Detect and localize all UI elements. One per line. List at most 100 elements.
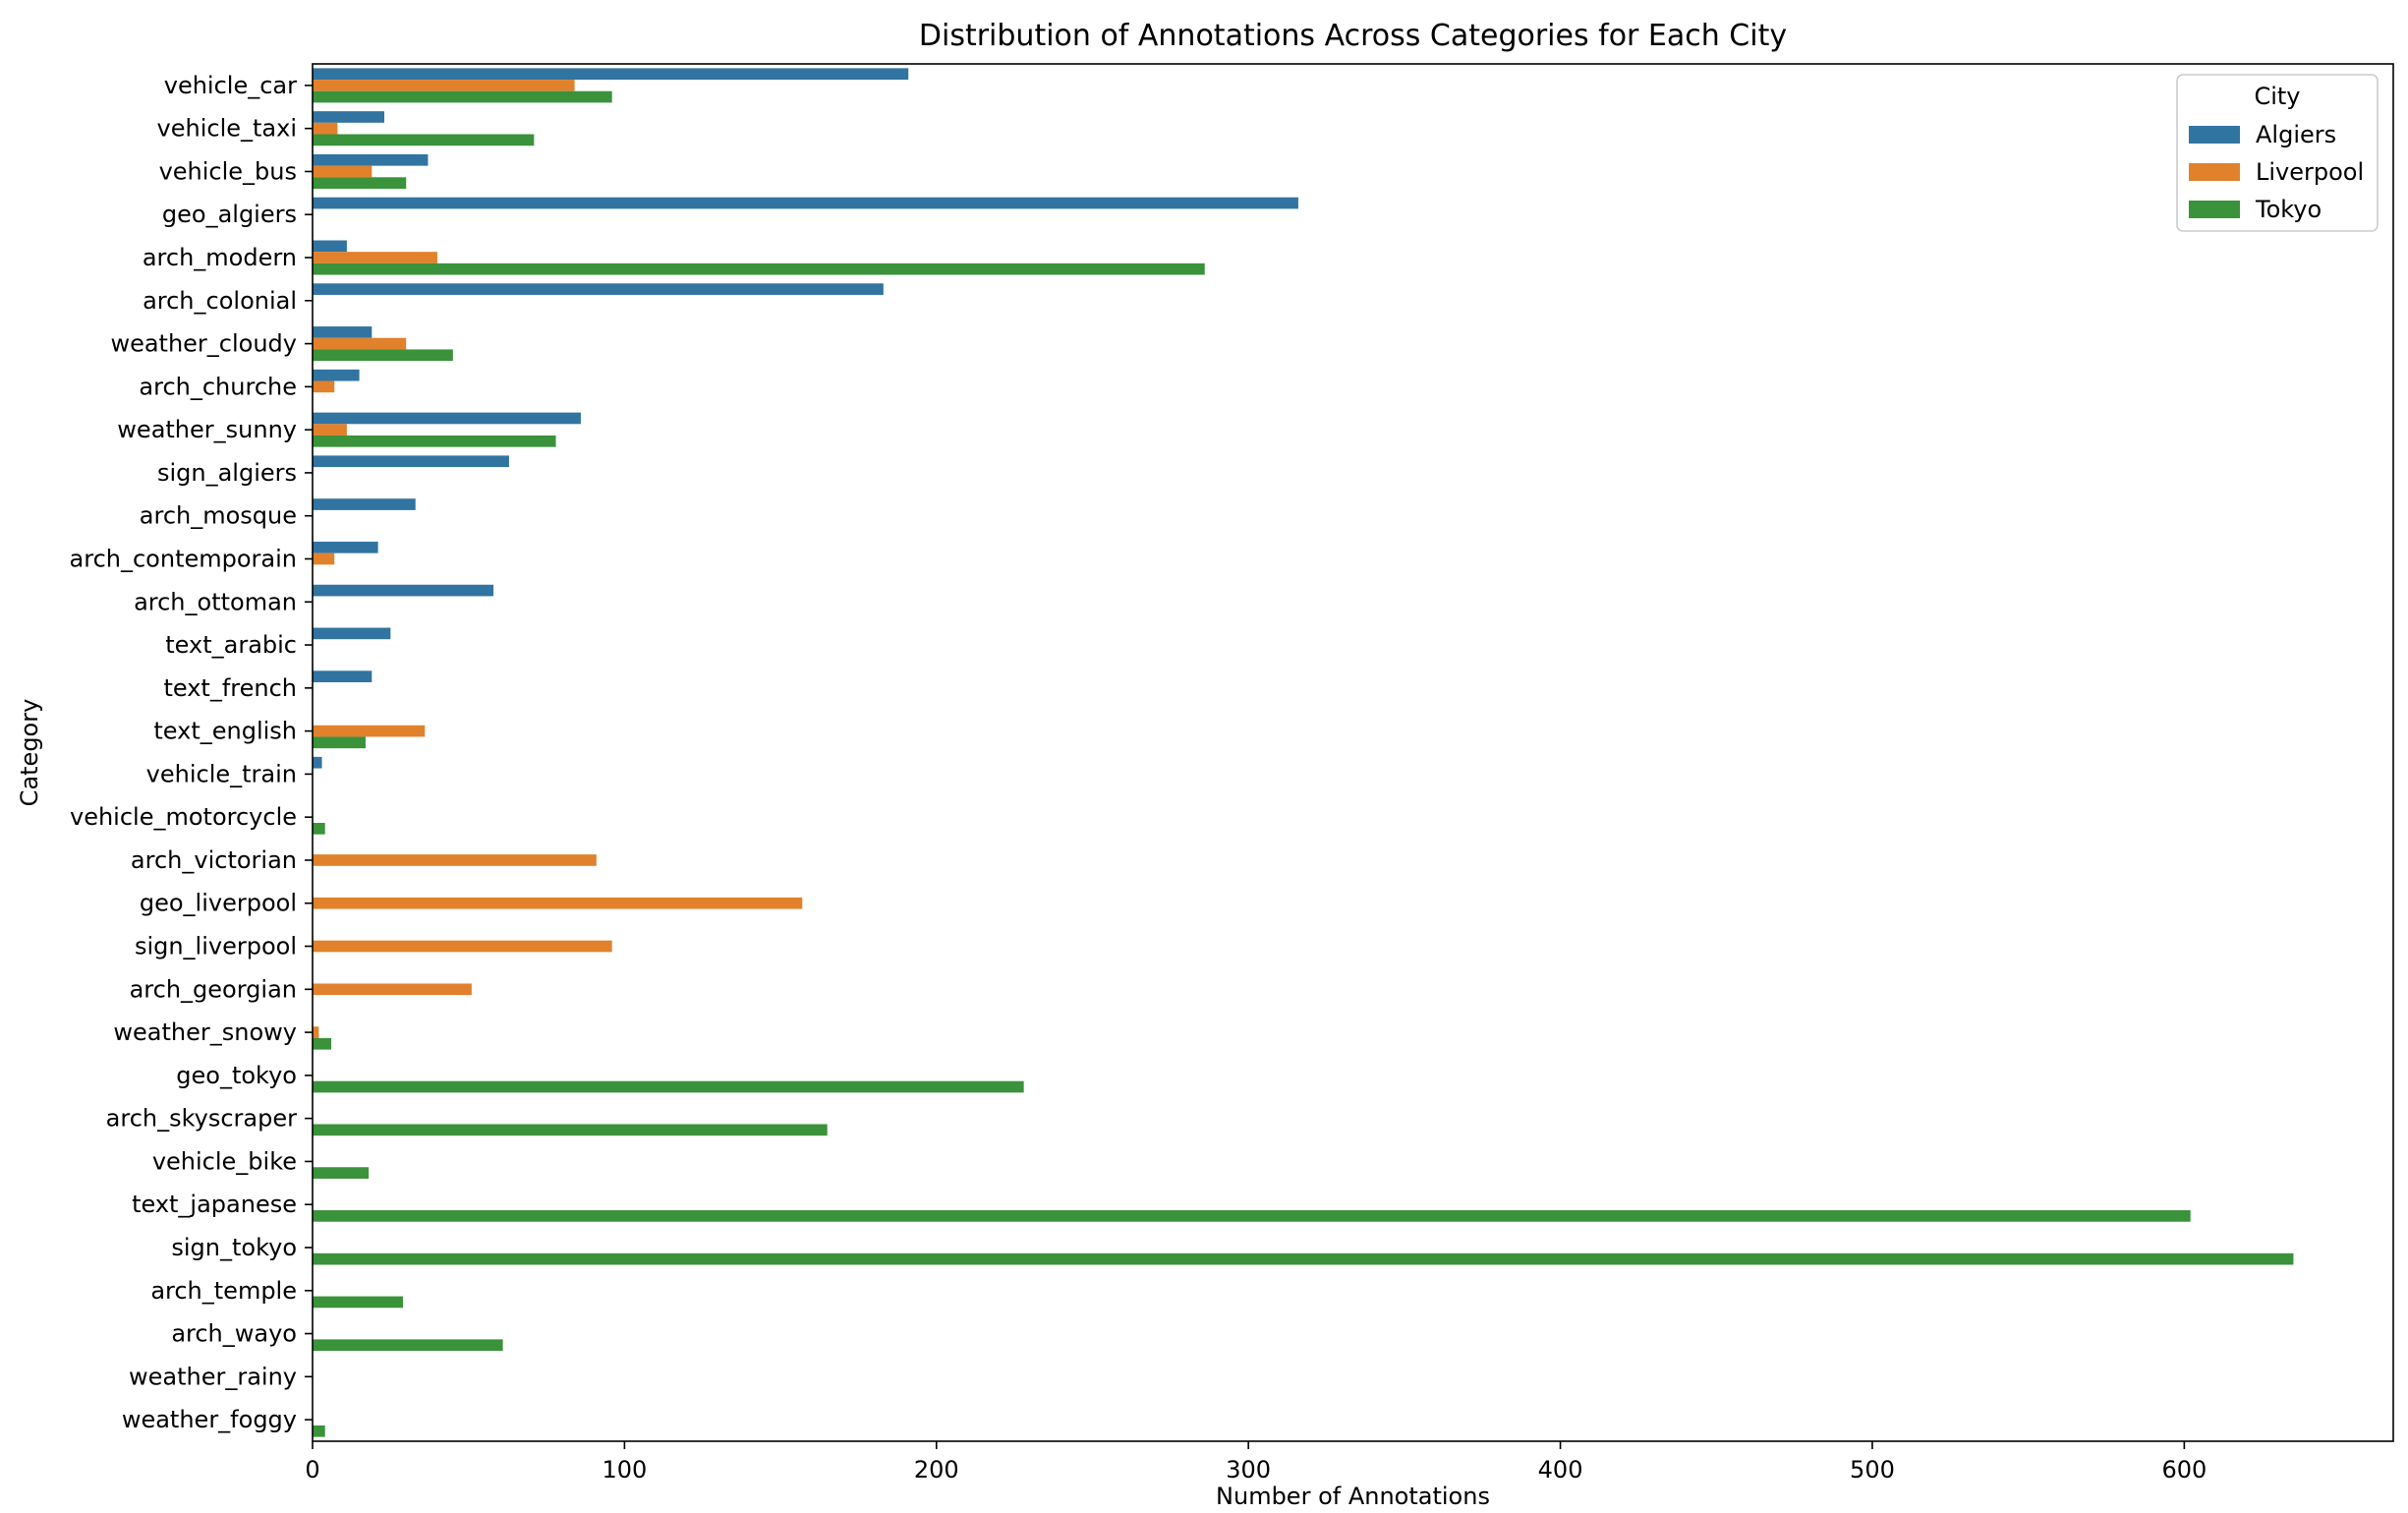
y-tick-label: sign_algiers: [157, 459, 297, 487]
bar-arch_modern-tokyo: [313, 262, 1205, 275]
y-tick-label: geo_tokyo: [176, 1062, 297, 1089]
bar-arch_modern-liverpool: [313, 252, 437, 263]
legend: City Algiers Liverpool Tokyo: [2176, 74, 2379, 232]
x-axis-title: Number of Annotations: [1216, 1483, 1490, 1510]
bar-vehicle_taxi-tokyo: [313, 134, 535, 146]
y-tick-label: vehicle_bike: [152, 1147, 297, 1175]
y-tick-label: vehicle_train: [146, 760, 297, 787]
bar-weather_cloudy-liverpool: [313, 337, 407, 350]
bar-vehicle_bus-liverpool: [313, 165, 373, 178]
chart-title: Distribution of Annotations Across Categ…: [919, 19, 1787, 53]
bar-vehicle_train-algiers: [313, 756, 322, 769]
y-tick-label: geo_liverpool: [140, 890, 297, 917]
x-tick-label: 100: [602, 1456, 647, 1484]
bar-arch_skyscraper-tokyo: [313, 1124, 828, 1136]
y-tick-label: text_english: [153, 718, 297, 745]
bar-vehicle_bus-algiers: [313, 153, 429, 166]
bar-weather_foggy-tokyo: [313, 1425, 325, 1437]
bar-weather_cloudy-tokyo: [313, 349, 453, 362]
bar-vehicle_taxi-liverpool: [313, 122, 338, 135]
bar-sign_liverpool-liverpool: [313, 940, 612, 953]
bar-vehicle_car-liverpool: [313, 80, 575, 91]
bar-vehicle_bus-tokyo: [313, 177, 407, 189]
bar-geo_liverpool-liverpool: [313, 897, 803, 909]
bar-vehicle_bike-tokyo: [313, 1167, 370, 1179]
y-tick-label: arch_victorian: [131, 846, 297, 874]
legend-swatch-tokyo: [2189, 201, 2240, 218]
y-tick-label: text_japanese: [132, 1191, 297, 1218]
bar-arch_ottoman-algiers: [313, 584, 494, 597]
y-tick-label: vehicle_bus: [159, 157, 297, 185]
y-tick-label: weather_snowy: [113, 1018, 297, 1046]
bar-arch_churche-algiers: [313, 369, 360, 381]
y-tick-label: sign_tokyo: [171, 1234, 297, 1261]
bar-text_french-algiers: [313, 670, 373, 682]
y-tick-label: arch_wayo: [171, 1320, 297, 1348]
y-tick-label: vehicle_taxi: [157, 115, 297, 143]
y-tick-label: arch_contemporain: [70, 545, 297, 572]
x-tick-label: 200: [914, 1456, 959, 1484]
bar-arch_victorian-liverpool: [313, 854, 597, 866]
y-axis-ticks: vehicle_car vehicle_taxi vehicle_bus geo_al…: [70, 72, 313, 1433]
x-tick-label: 300: [1226, 1456, 1271, 1484]
bar-text_english-liverpool: [313, 725, 426, 737]
y-tick-label: weather_cloudy: [110, 330, 297, 358]
bar-weather_sunny-algiers: [313, 412, 581, 425]
legend-box: [2176, 74, 2379, 232]
y-tick-label: vehicle_car: [164, 72, 297, 99]
bar-text_arabic-algiers: [313, 627, 391, 640]
bars-layer: [313, 68, 2294, 1437]
legend-label-tokyo: Tokyo: [2255, 196, 2322, 223]
bar-weather_sunny-tokyo: [313, 435, 556, 447]
y-tick-label: arch_ottoman: [134, 588, 297, 615]
y-tick-label: weather_sunny: [117, 416, 297, 443]
y-tick-label: sign_liverpool: [135, 933, 297, 960]
y-tick-label: text_arabic: [165, 631, 297, 659]
y-tick-label: weather_foggy: [122, 1406, 297, 1433]
y-axis-title: Category: [16, 699, 43, 807]
bar-text_japanese-tokyo: [313, 1210, 2191, 1222]
legend-swatch-algiers: [2189, 126, 2240, 144]
bar-weather_cloudy-algiers: [313, 326, 373, 338]
legend-swatch-liverpool: [2189, 163, 2240, 181]
bar-weather_sunny-liverpool: [313, 424, 347, 436]
bar-vehicle_car-tokyo: [313, 90, 612, 103]
bar-sign_algiers-algiers: [313, 455, 509, 468]
bar-arch_modern-algiers: [313, 240, 347, 253]
bar-weather_snowy-tokyo: [313, 1037, 332, 1050]
bar-arch_churche-liverpool: [313, 380, 335, 393]
bar-arch_contemporain-liverpool: [313, 553, 335, 565]
y-tick-label: geo_algiers: [162, 201, 297, 228]
bar-arch_colonial-algiers: [313, 283, 884, 295]
legend-label-algiers: Algiers: [2256, 121, 2336, 148]
bar-vehicle_motorcycle-tokyo: [313, 823, 325, 835]
x-tick-label: 0: [305, 1456, 319, 1484]
y-tick-label: arch_georgian: [130, 975, 297, 1003]
legend-title: City: [2254, 83, 2300, 110]
x-axis-ticks: 0 100 200 300 400 500 600: [305, 1441, 2207, 1484]
y-tick-label: weather_rainy: [129, 1363, 297, 1390]
bar-arch_temple-tokyo: [313, 1296, 404, 1309]
bar-arch_georgian-liverpool: [313, 983, 472, 996]
bar-sign_tokyo-tokyo: [313, 1252, 2294, 1265]
bar-vehicle_car-algiers: [313, 68, 909, 81]
y-tick-label: arch_modern: [143, 244, 297, 271]
legend-label-liverpool: Liverpool: [2256, 158, 2364, 186]
bar-arch_wayo-tokyo: [313, 1339, 503, 1352]
y-tick-label: arch_mosque: [140, 502, 297, 530]
y-tick-label: text_french: [163, 674, 297, 702]
x-tick-label: 600: [2161, 1456, 2207, 1484]
y-tick-label: vehicle_motorcycle: [70, 803, 297, 831]
bar-arch_contemporain-algiers: [313, 541, 378, 553]
bar-text_english-tokyo: [313, 736, 366, 749]
bar-arch_mosque-algiers: [313, 498, 416, 510]
bar-weather_snowy-liverpool: [313, 1026, 319, 1038]
y-tick-label: arch_colonial: [143, 287, 297, 315]
bar-vehicle_taxi-algiers: [313, 111, 384, 123]
y-tick-label: arch_temple: [150, 1277, 297, 1305]
bar-geo_algiers-algiers: [313, 197, 1298, 209]
y-tick-label: arch_skyscraper: [106, 1105, 297, 1133]
bar-geo_tokyo-tokyo: [313, 1080, 1024, 1093]
